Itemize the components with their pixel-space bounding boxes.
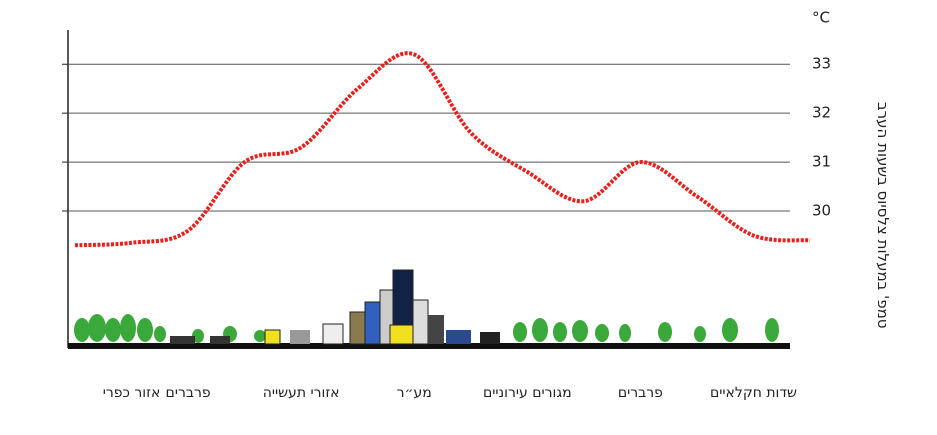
x-category-label: פרברים bbox=[165, 385, 211, 401]
skyline bbox=[68, 269, 790, 349]
x-category-label: מגורים עירוניים bbox=[482, 385, 572, 401]
x-category-label: אזורי תעשייה bbox=[262, 385, 340, 401]
y-tick-label: 30 bbox=[812, 202, 831, 220]
x-category-label: אזור כפרי bbox=[102, 385, 161, 401]
y-tick-label: 33 bbox=[812, 55, 831, 73]
x-category-label: שדות חקלאיים bbox=[709, 385, 797, 401]
temperature-line bbox=[74, 51, 811, 248]
y-tick-label: 32 bbox=[812, 104, 831, 122]
y-axis-title: טמפ' במעלות צלסיוס בשעות הערב bbox=[874, 101, 892, 329]
x-category-label: פרברים bbox=[617, 385, 663, 401]
y-unit: °C bbox=[812, 9, 830, 27]
x-category-label: מע״ר bbox=[396, 385, 432, 401]
y-tick-label: 31 bbox=[812, 153, 831, 171]
